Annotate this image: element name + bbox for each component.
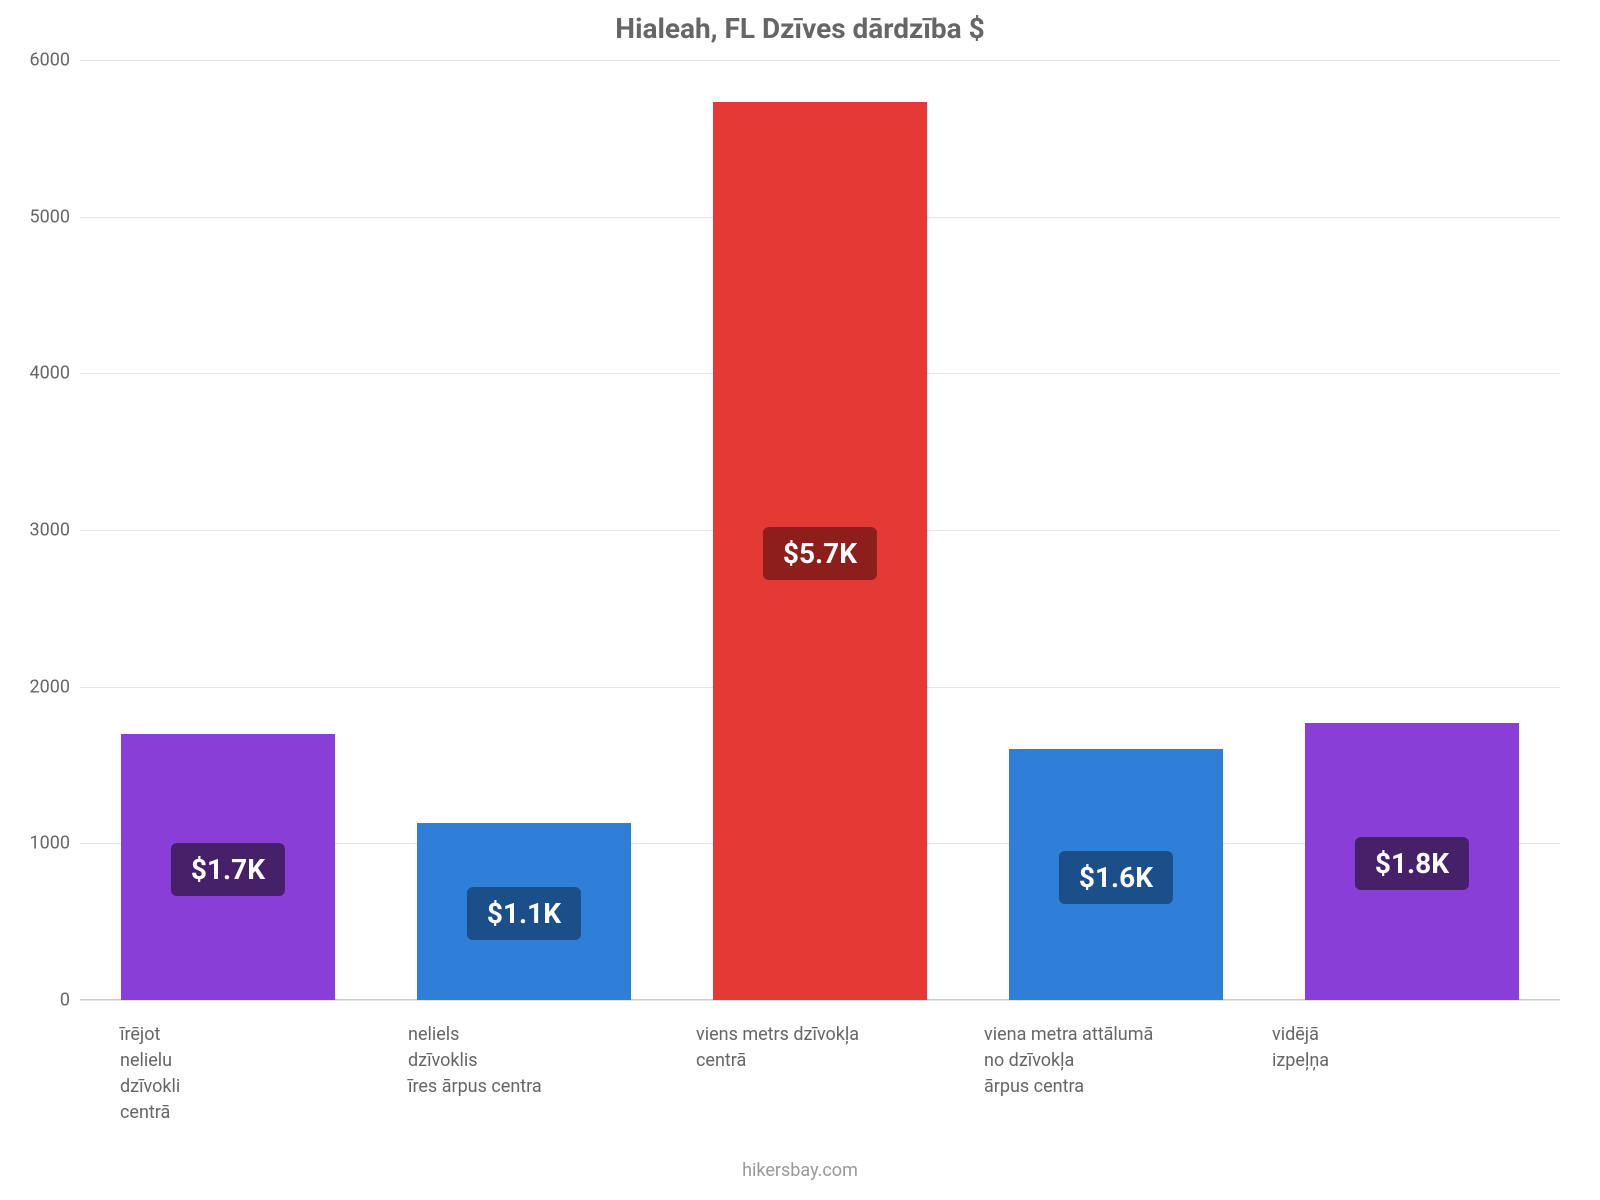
bar: $1.7K	[121, 734, 334, 1000]
x-axis-label: viena metra attālumāno dzīvokļaārpus cen…	[984, 1000, 1272, 1140]
bar-value-badge: $5.7K	[763, 527, 877, 580]
bar: $1.1K	[417, 823, 630, 1000]
y-tick-label: 0	[60, 990, 80, 1011]
y-tick-label: 5000	[30, 206, 80, 227]
y-tick-label: 6000	[30, 50, 80, 71]
y-tick-label: 3000	[30, 520, 80, 541]
bar-value-badge: $1.6K	[1059, 851, 1173, 904]
x-axis-label: vidējāizpeļņa	[1272, 1000, 1560, 1140]
x-axis-label: īrējotnelieludzīvoklicentrā	[120, 1000, 408, 1140]
y-tick-label: 2000	[30, 676, 80, 697]
grid-line	[80, 60, 1560, 61]
bar: $1.8K	[1305, 723, 1518, 1000]
plot-area: 0100020003000400050006000$1.7K$1.1K$5.7K…	[80, 60, 1560, 1000]
bar-value-badge: $1.1K	[467, 887, 581, 940]
bar: $1.6K	[1009, 749, 1222, 1000]
bar: $5.7K	[713, 102, 926, 1000]
chart-title: Hialeah, FL Dzīves dārdzība $	[0, 12, 1600, 45]
y-tick-label: 4000	[30, 363, 80, 384]
y-tick-label: 1000	[30, 833, 80, 854]
x-axis-labels: īrējotnelieludzīvoklicentrānelielsdzīvok…	[120, 1000, 1560, 1140]
cost-of-living-chart: Hialeah, FL Dzīves dārdzība $ 0 1000 2000 3…	[0, 0, 1600, 1200]
bar-value-badge: $1.8K	[1355, 837, 1469, 890]
bar-value-badge: $1.7K	[171, 843, 285, 896]
x-axis-label: viens metrs dzīvokļacentrā	[696, 1000, 984, 1140]
x-axis-label: nelielsdzīvoklisīres ārpus centra	[408, 1000, 696, 1140]
chart-footer: hikersbay.com	[0, 1160, 1600, 1181]
